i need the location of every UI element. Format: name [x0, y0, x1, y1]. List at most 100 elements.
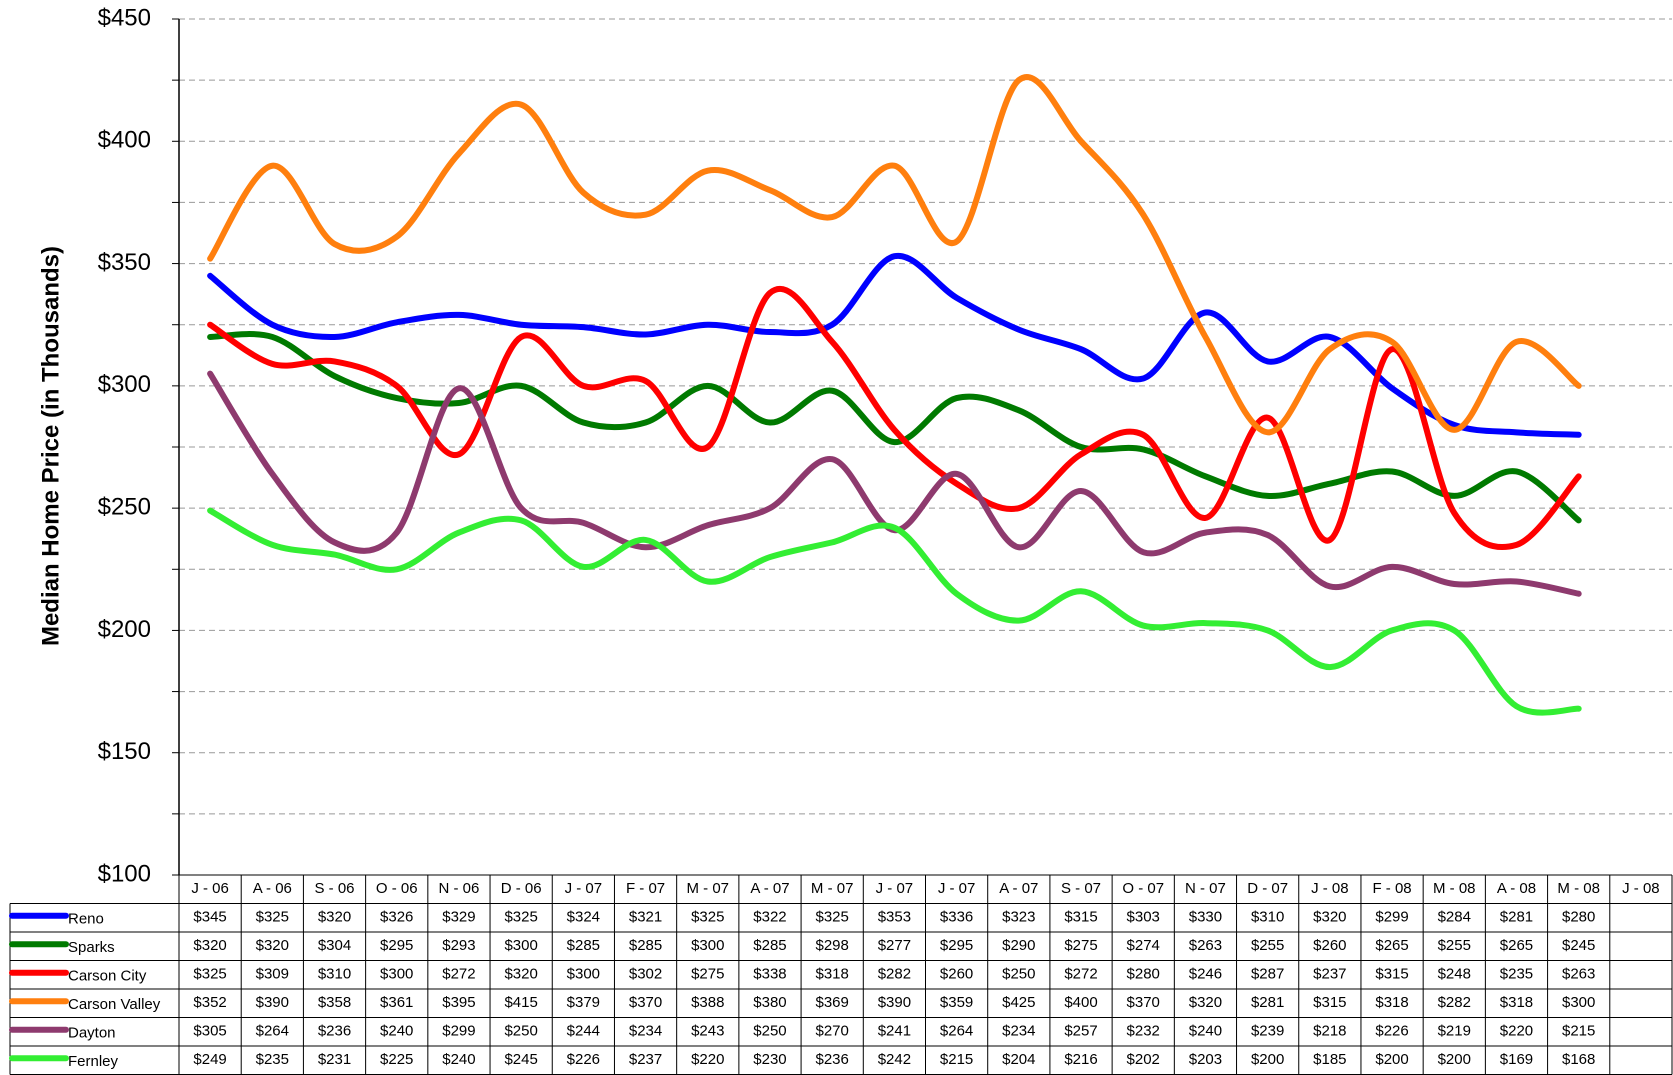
table-value: $237: [629, 1051, 662, 1068]
table-value: $285: [629, 937, 662, 954]
table-value: $243: [691, 1023, 724, 1040]
x-tick-label: O - 06: [376, 880, 418, 897]
x-tick-label: N - 06: [439, 880, 480, 897]
table-value: $303: [1127, 909, 1160, 926]
table-value: $226: [567, 1051, 600, 1068]
table-value: $272: [442, 966, 475, 983]
table-value: $200: [1438, 1051, 1471, 1068]
x-tick-label: J - 08: [1622, 880, 1660, 897]
x-tick-label: M - 08: [1433, 880, 1476, 897]
y-tick-label: $100: [98, 860, 151, 887]
x-tick-label: F - 07: [626, 880, 665, 897]
table-value: $169: [1500, 1051, 1533, 1068]
table-value: $298: [816, 937, 849, 954]
table-value: $390: [256, 994, 289, 1011]
table-value: $390: [878, 994, 911, 1011]
table-value: $352: [193, 994, 226, 1011]
x-tick-label: A - 07: [750, 880, 789, 897]
table-value: $185: [1313, 1051, 1346, 1068]
table-value: $240: [1189, 1023, 1222, 1040]
table-value: $320: [256, 937, 289, 954]
table-value: $358: [318, 994, 351, 1011]
table-value: $239: [1251, 1023, 1284, 1040]
y-tick-label: $350: [98, 249, 151, 276]
table-value: $235: [1500, 966, 1533, 983]
table-value: $231: [318, 1051, 351, 1068]
series-line: [207, 507, 1582, 716]
table-value: $338: [753, 966, 786, 983]
table-value: $237: [1313, 966, 1346, 983]
table-value: $275: [691, 966, 724, 983]
x-tick-label: S - 07: [1061, 880, 1101, 897]
table-value: $219: [1438, 1023, 1471, 1040]
table-value: $325: [504, 909, 537, 926]
table-value: $215: [940, 1051, 973, 1068]
table-value: $249: [193, 1051, 226, 1068]
table-value: $270: [816, 1023, 849, 1040]
x-tick-label: J - 07: [938, 880, 976, 897]
table-value: $225: [380, 1051, 413, 1068]
table-value: $244: [567, 1023, 600, 1040]
table-value: $280: [1562, 909, 1595, 926]
x-tick-label: J - 06: [191, 880, 229, 897]
table-value: $200: [1375, 1051, 1408, 1068]
table-value: $264: [940, 1023, 973, 1040]
table-value: $290: [1002, 937, 1035, 954]
table-value: $248: [1438, 966, 1471, 983]
table-value: $263: [1189, 937, 1222, 954]
table-value: $415: [504, 994, 537, 1011]
table-value: $318: [816, 966, 849, 983]
table-value: $263: [1562, 966, 1595, 983]
table-value: $300: [1562, 994, 1595, 1011]
table-value: $299: [442, 1023, 475, 1040]
table-value: $300: [380, 966, 413, 983]
table-value: $287: [1251, 966, 1284, 983]
table-value: $345: [193, 909, 226, 926]
table-value: $275: [1064, 937, 1097, 954]
table-value: $380: [753, 994, 786, 1011]
table-value: $282: [878, 966, 911, 983]
table-value: $202: [1127, 1051, 1160, 1068]
table-value: $359: [940, 994, 973, 1011]
table-value: $235: [256, 1051, 289, 1068]
legend-label: Reno: [68, 911, 104, 928]
table-value: $240: [442, 1051, 475, 1068]
y-tick-label: $300: [98, 371, 151, 398]
table-value: $330: [1189, 909, 1222, 926]
table-value: $285: [753, 937, 786, 954]
x-tick-label: J - 07: [876, 880, 914, 897]
table-value: $336: [940, 909, 973, 926]
table-value: $325: [256, 909, 289, 926]
x-tick-label: A - 07: [999, 880, 1038, 897]
x-tick-label: M - 07: [811, 880, 854, 897]
table-value: $285: [567, 937, 600, 954]
table-value: $370: [1127, 994, 1160, 1011]
table-value: $318: [1500, 994, 1533, 1011]
table-value: $260: [940, 966, 973, 983]
table-value: $325: [691, 909, 724, 926]
x-tick-label: A - 08: [1497, 880, 1536, 897]
legend-label: Sparks: [68, 939, 115, 956]
series-line: [207, 74, 1582, 436]
table-value: $250: [753, 1023, 786, 1040]
y-tick-label: $250: [98, 493, 151, 520]
table-value: $203: [1189, 1051, 1222, 1068]
x-tick-label: M - 07: [687, 880, 730, 897]
table-value: $325: [816, 909, 849, 926]
table-value: $320: [1313, 909, 1346, 926]
table-value: $318: [1375, 994, 1408, 1011]
table-value: $277: [878, 937, 911, 954]
table-value: $379: [567, 994, 600, 1011]
table-value: $215: [1562, 1023, 1595, 1040]
table-value: $218: [1313, 1023, 1346, 1040]
x-tick-label: F - 08: [1372, 880, 1411, 897]
table-value: $353: [878, 909, 911, 926]
legend-label: Fernley: [68, 1053, 119, 1070]
legend-label: Carson City: [68, 968, 147, 985]
table-value: $295: [940, 937, 973, 954]
table-value: $300: [691, 937, 724, 954]
table-value: $230: [753, 1051, 786, 1068]
table-value: $329: [442, 909, 475, 926]
table-value: $260: [1313, 937, 1346, 954]
x-tick-label: O - 07: [1122, 880, 1164, 897]
